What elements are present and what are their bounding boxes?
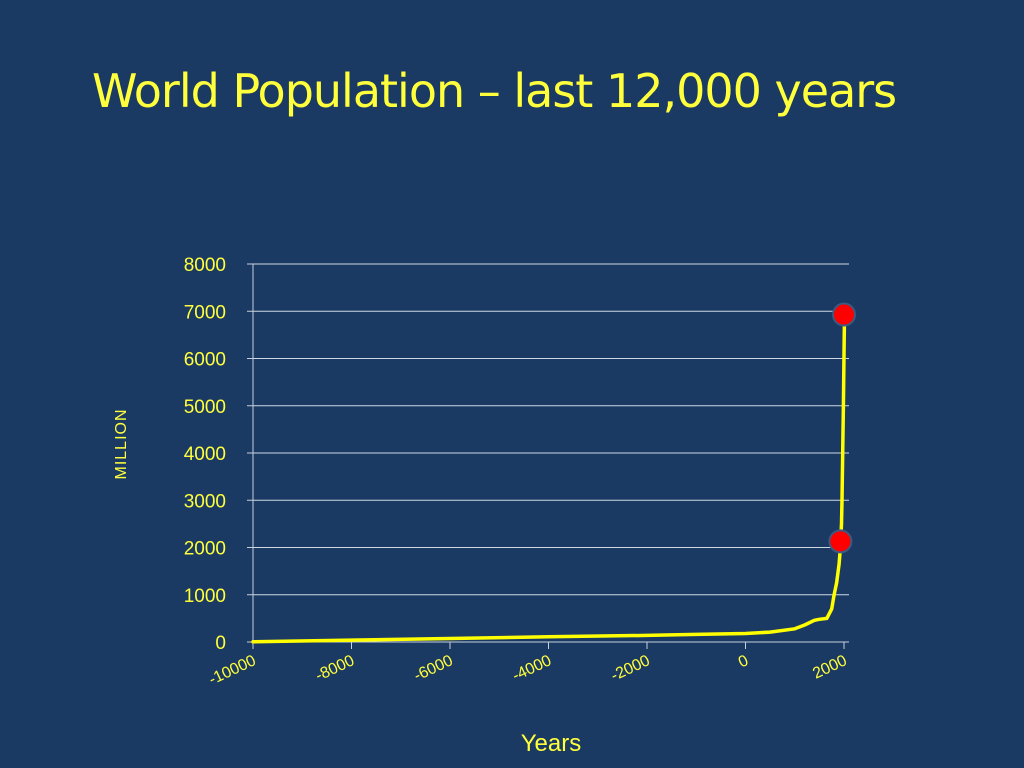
y-tick-label: 4000 bbox=[184, 444, 226, 465]
x-tick-label: -8000 bbox=[313, 652, 357, 685]
x-axis-label: Years bbox=[521, 730, 582, 757]
data-marker bbox=[828, 529, 853, 554]
x-tick-label: -2000 bbox=[608, 652, 652, 685]
y-tick-label: 3000 bbox=[184, 491, 226, 512]
y-tick-label: 7000 bbox=[184, 302, 226, 323]
x-tick-label: 0 bbox=[736, 652, 751, 671]
x-tick-labels: -10000 -8000 -6000 -4000 -2000 0 2000 bbox=[206, 652, 849, 689]
y-tick-label: 8000 bbox=[184, 255, 226, 276]
x-tick-label: -10000 bbox=[206, 652, 258, 689]
y-tick-label: 2000 bbox=[184, 539, 226, 560]
y-tick-labels: 0 1000 2000 3000 4000 5000 6000 7000 8000 bbox=[184, 255, 226, 654]
y-axis-label: MILLION bbox=[113, 408, 130, 479]
axes bbox=[247, 263, 849, 649]
data-markers bbox=[828, 302, 856, 554]
data-marker bbox=[832, 302, 856, 327]
series-line bbox=[251, 314, 847, 644]
y-tick-label: 6000 bbox=[184, 350, 226, 371]
slide-title: World Population – last 12,000 years bbox=[92, 64, 897, 118]
y-tick-label: 1000 bbox=[184, 586, 226, 607]
x-tick-label: -6000 bbox=[411, 652, 455, 685]
y-tick-label: 5000 bbox=[184, 397, 226, 418]
y-tick-label: 0 bbox=[215, 633, 226, 654]
x-tick-label: -4000 bbox=[510, 652, 554, 685]
x-tick-label: 2000 bbox=[810, 652, 850, 682]
grid-lines bbox=[253, 263, 849, 596]
